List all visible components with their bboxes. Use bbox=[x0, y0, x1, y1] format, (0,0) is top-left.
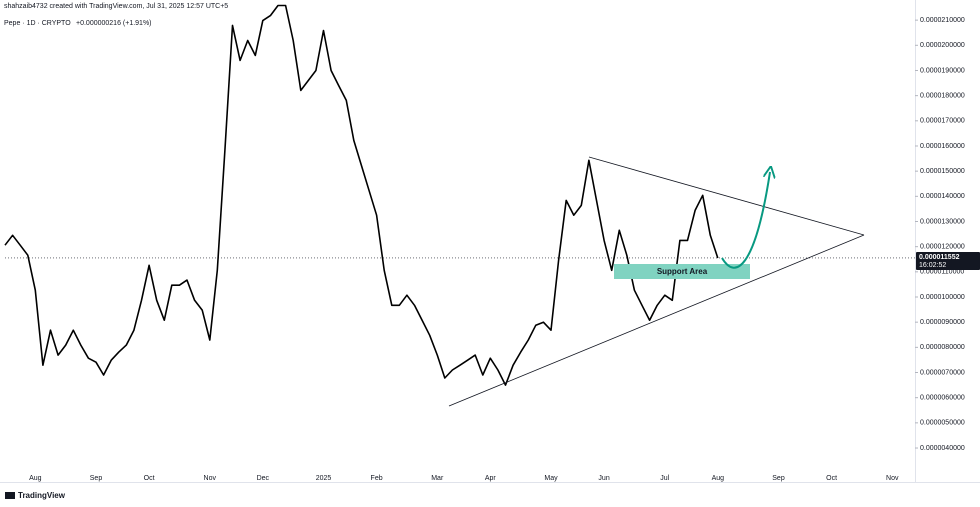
x-tick-label: 2025 bbox=[316, 475, 332, 482]
projection-arrow bbox=[721, 172, 770, 269]
logo-icon bbox=[5, 492, 15, 499]
brand: TradingView bbox=[18, 491, 66, 500]
x-tick-label: Sep bbox=[772, 475, 785, 482]
x-tick-label: Jun bbox=[598, 475, 609, 482]
x-tick-label: Dec bbox=[257, 475, 270, 482]
y-tick-label: 0.0000090000 bbox=[920, 319, 965, 326]
resistance-line bbox=[588, 156, 865, 236]
y-tick-label: 0.0000200000 bbox=[920, 42, 965, 49]
y-tick-label: 0.0000110000 bbox=[920, 269, 964, 276]
price-change: +0.000000216 (+1.91%) bbox=[76, 20, 152, 27]
x-tick-label: Sep bbox=[90, 475, 103, 482]
y-tick-label: 0.0000210000 bbox=[920, 17, 965, 24]
y-tick-label: 0.0000040000 bbox=[920, 445, 965, 452]
support-line bbox=[448, 234, 865, 407]
y-tick-label: 0.0000070000 bbox=[920, 369, 965, 376]
y-tick-label: 0.0000130000 bbox=[920, 218, 965, 225]
y-tick-label: 0.0000140000 bbox=[920, 193, 965, 200]
x-tick-label: Aug bbox=[29, 475, 42, 482]
y-tick-label: 0.0000170000 bbox=[920, 118, 965, 125]
y-tick-label: 0.0000150000 bbox=[920, 168, 965, 175]
plot-area bbox=[4, 4, 915, 386]
x-tick-label: Nov bbox=[886, 475, 899, 482]
y-tick-label: 0.0000060000 bbox=[920, 395, 965, 402]
support-area bbox=[614, 264, 750, 279]
x-tick-label: Apr bbox=[485, 475, 497, 482]
last-price-label: 0.000011552 bbox=[919, 254, 960, 261]
y-tick-label: 0.0000160000 bbox=[920, 143, 965, 150]
x-tick-label: Nov bbox=[204, 475, 217, 482]
x-tick-label: Jul bbox=[660, 475, 669, 482]
y-tick-label: 0.0000180000 bbox=[920, 92, 965, 99]
price-line bbox=[4, 4, 719, 386]
x-tick-label: Mar bbox=[431, 475, 444, 482]
last-price-tag bbox=[916, 251, 980, 270]
support-area-label: Support Area bbox=[657, 267, 708, 276]
y-tick-label: 0.0000120000 bbox=[920, 244, 965, 251]
y-tick-label: 0.0000080000 bbox=[920, 344, 965, 351]
x-tick-label: Aug bbox=[712, 475, 725, 482]
chart-title: Pepe · 1D · CRYPTO bbox=[4, 20, 71, 27]
drawings: Support Area bbox=[448, 156, 865, 407]
y-tick-label: 0.0000100000 bbox=[920, 294, 965, 301]
x-tick-label: Oct bbox=[144, 475, 155, 482]
axes: 0.0000040000 0.0000050000 0.0000060000 0.00… bbox=[29, 17, 965, 482]
countdown-label: 16:02:52 bbox=[919, 262, 946, 269]
credit: shahzaib4732 created with TradingView.co… bbox=[4, 3, 228, 10]
y-tick-label: 0.0000190000 bbox=[920, 67, 965, 74]
x-tick-label: May bbox=[544, 475, 558, 482]
logo: TradingView bbox=[5, 491, 66, 500]
x-tick-label: Feb bbox=[371, 475, 383, 482]
y-tick-label: 0.0000050000 bbox=[920, 420, 965, 427]
x-tick-label: Oct bbox=[826, 475, 837, 482]
